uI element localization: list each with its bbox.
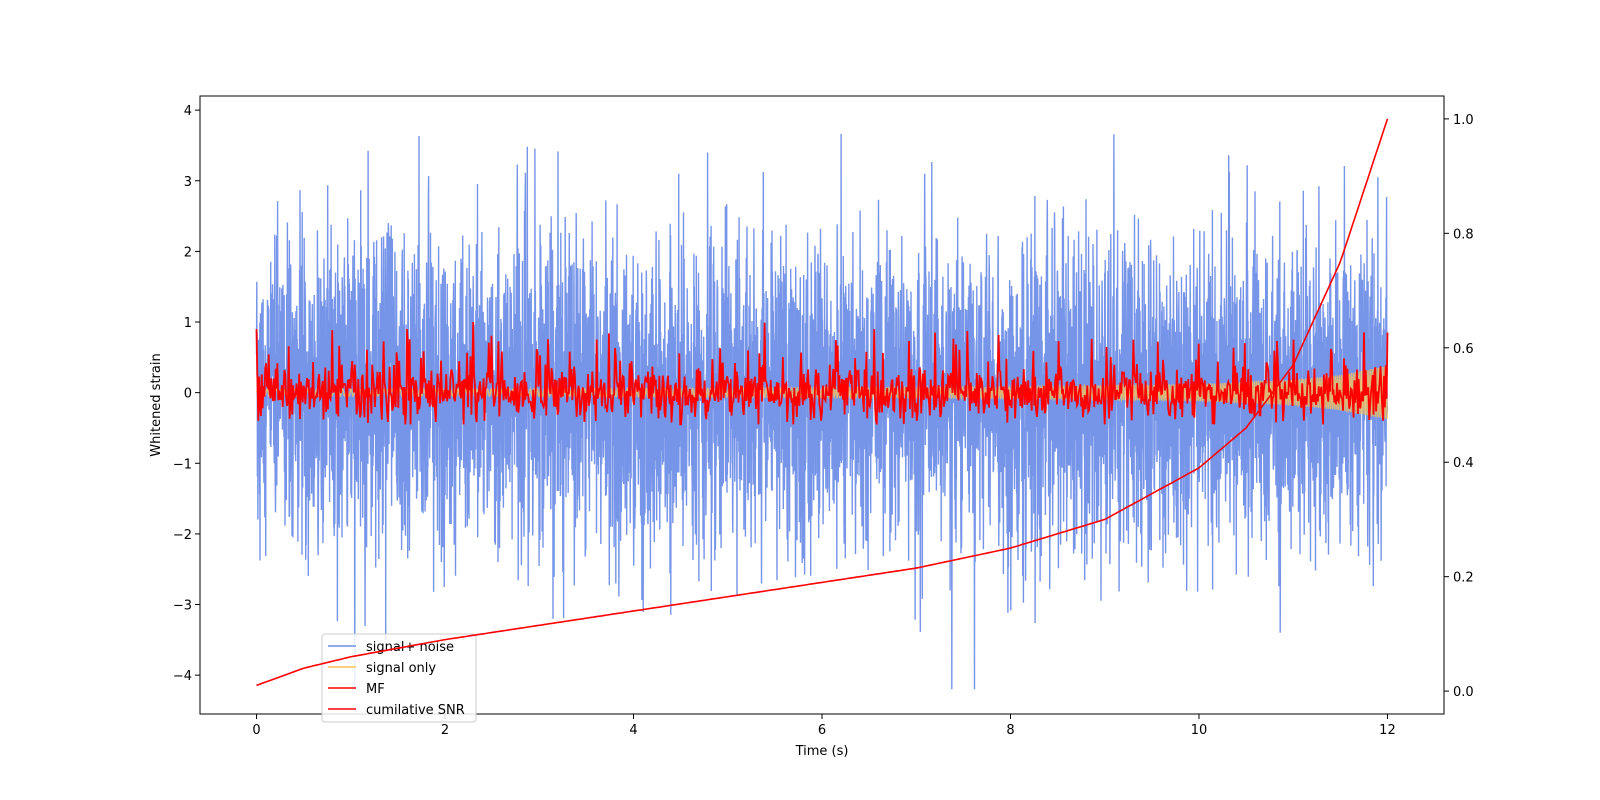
y-tick-label: 0 (184, 387, 192, 402)
y2-tick-label: 0.2 (1453, 571, 1474, 586)
legend-label-cumulative-snr: cumilative SNR (366, 703, 465, 718)
x-tick-label: 10 (1191, 723, 1208, 738)
y-tick-label: 2 (184, 245, 192, 260)
series-signal-noise (255, 133, 1389, 690)
x-axis: 0 2 4 6 8 10 12 (252, 714, 1396, 738)
legend-box (321, 633, 477, 723)
y-axis-left: −4 −3 −2 −1 0 1 2 3 4 (173, 104, 200, 684)
x-tick-label: 6 (818, 723, 826, 738)
series-mf (255, 321, 1389, 426)
y-tick-label: 1 (184, 316, 192, 331)
legend-label-signal-only: signal only (366, 661, 436, 676)
x-tick-label: 4 (629, 723, 637, 738)
x-tick-label: 8 (1006, 723, 1014, 738)
y2-tick-label: 0.4 (1453, 456, 1474, 471)
y-axis-right: 0.0 0.2 0.4 0.6 0.8 1.0 (1444, 113, 1474, 700)
x-axis-label: Time (s) (795, 744, 849, 759)
y-tick-label: −3 (173, 599, 192, 614)
x-tick-label: 12 (1379, 723, 1396, 738)
x-tick-label: 0 (252, 723, 260, 738)
y-axis-label: Whitened strain (149, 353, 164, 456)
legend: signal+ noise signal only MF cumilative … (321, 633, 477, 723)
y-tick-label: 4 (184, 104, 192, 119)
y-tick-label: −2 (173, 528, 192, 543)
y2-tick-label: 0.6 (1453, 342, 1474, 357)
series-cumulative-snr (256, 118, 1389, 687)
legend-label-signal-noise: signal+ noise (366, 640, 454, 655)
y-tick-label: −1 (173, 457, 192, 472)
y2-tick-label: 1.0 (1453, 113, 1474, 128)
y-tick-label: 3 (184, 175, 192, 190)
y-tick-label: −4 (173, 669, 192, 684)
x-tick-label: 2 (441, 723, 449, 738)
y2-tick-label: 0.8 (1453, 227, 1474, 242)
y2-tick-label: 0.0 (1453, 685, 1474, 700)
plot-area (255, 133, 1389, 690)
legend-label-mf: MF (366, 682, 385, 697)
